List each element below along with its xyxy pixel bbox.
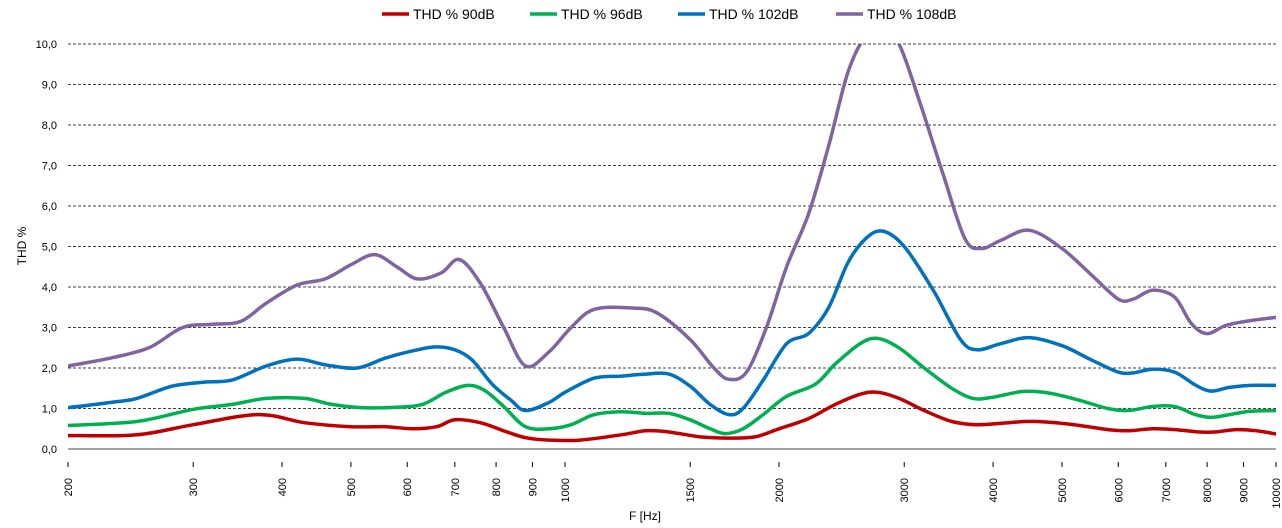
x-tick-label: 3000 <box>899 478 911 502</box>
series-line-3 <box>68 229 1276 417</box>
y-tick-label: 1,0 <box>42 404 57 416</box>
x-tick-label: 6000 <box>1113 478 1125 502</box>
x-tick-label: 1000 <box>560 478 572 502</box>
y-tick-label: 3,0 <box>42 323 57 335</box>
x-tick-label: 7000 <box>1161 478 1173 502</box>
y-tick-label: 8,0 <box>42 120 57 132</box>
series-line-1 <box>68 390 1276 443</box>
y-tick-label: 2,0 <box>42 363 57 375</box>
series-line-4 <box>68 44 1276 382</box>
y-tick-label: 6,0 <box>42 201 57 213</box>
series-line-2 <box>68 336 1276 436</box>
x-tick-label: 600 <box>402 478 414 496</box>
legend-label: THD % 108dB <box>867 6 956 22</box>
x-tick-label: 10000 <box>1271 478 1282 509</box>
x-tick-label: 500 <box>346 478 358 496</box>
x-axis-title: F [Hz] <box>629 509 661 523</box>
y-tick-label: 9,0 <box>42 80 57 92</box>
y-axis-title: THD % <box>15 226 29 265</box>
y-tick-label: 7,0 <box>42 161 57 173</box>
x-tick-label: 5000 <box>1057 478 1069 502</box>
x-tick-label: 8000 <box>1202 478 1214 502</box>
y-tick-label: 0,0 <box>42 444 57 456</box>
y-axis-ticks: 0,0 1,0 2,0 3,0 4,0 5,0 6,0 7,0 8,0 9,0 10,0 <box>36 39 57 456</box>
y-tick-label: 5,0 <box>42 242 57 254</box>
chart-legend: THD % 90dB THD % 96dB THD % 102dB THD % 108… <box>382 6 956 22</box>
x-axis-ticks: 200 300 400 500 600 700 800 900 1000 1500 2000 3000… <box>63 462 1282 509</box>
y-tick-label: 4,0 <box>42 282 57 294</box>
legend-label: THD % 90dB <box>413 6 495 22</box>
grid-lines <box>68 43 1276 450</box>
x-tick-label: 900 <box>527 478 539 496</box>
x-tick-label: 9000 <box>1238 478 1250 502</box>
x-tick-label: 1500 <box>685 478 697 502</box>
x-tick-label: 700 <box>450 478 462 496</box>
x-tick-label: 300 <box>188 478 200 496</box>
series-lines <box>68 44 1276 443</box>
x-tick-label: 2000 <box>774 478 786 502</box>
y-tick-label: 10,0 <box>36 39 57 51</box>
legend-label: THD % 102dB <box>709 6 798 22</box>
x-tick-label: 400 <box>277 478 289 496</box>
x-tick-label: 200 <box>63 478 75 496</box>
x-tick-label: 800 <box>491 478 503 496</box>
x-tick-label: 4000 <box>988 478 1000 502</box>
legend-label: THD % 96dB <box>561 6 643 22</box>
